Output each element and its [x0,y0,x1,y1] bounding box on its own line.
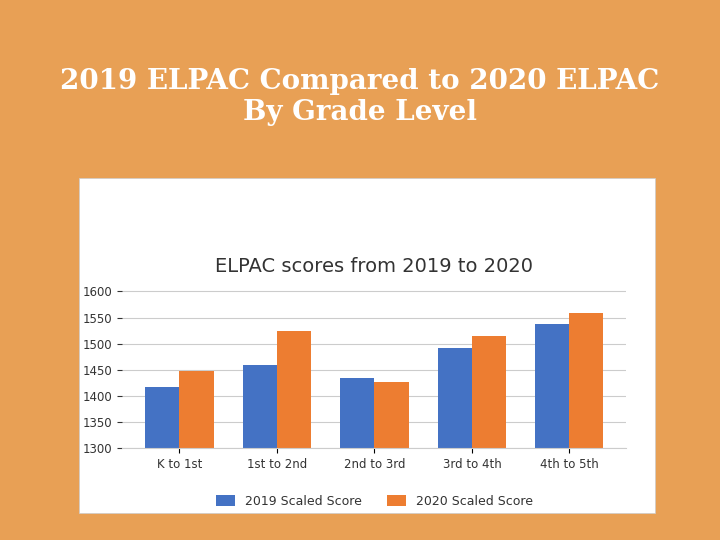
Bar [535,325,570,540]
Legend: 2019 Scaled Score, 2020 Scaled Score: 2019 Scaled Score, 2020 Scaled Score [211,490,538,513]
Bar [570,313,603,540]
Bar [179,371,214,540]
Bar [472,336,506,540]
Bar [243,364,277,540]
Bar [277,330,311,540]
Bar [341,377,374,540]
Text: 2019 ELPAC Compared to 2020 ELPAC
By Grade Level: 2019 ELPAC Compared to 2020 ELPAC By Gra… [60,68,660,126]
Title: ELPAC scores from 2019 to 2020: ELPAC scores from 2019 to 2020 [215,258,534,276]
Bar [145,387,179,540]
Bar [438,348,472,540]
Bar [374,382,408,540]
